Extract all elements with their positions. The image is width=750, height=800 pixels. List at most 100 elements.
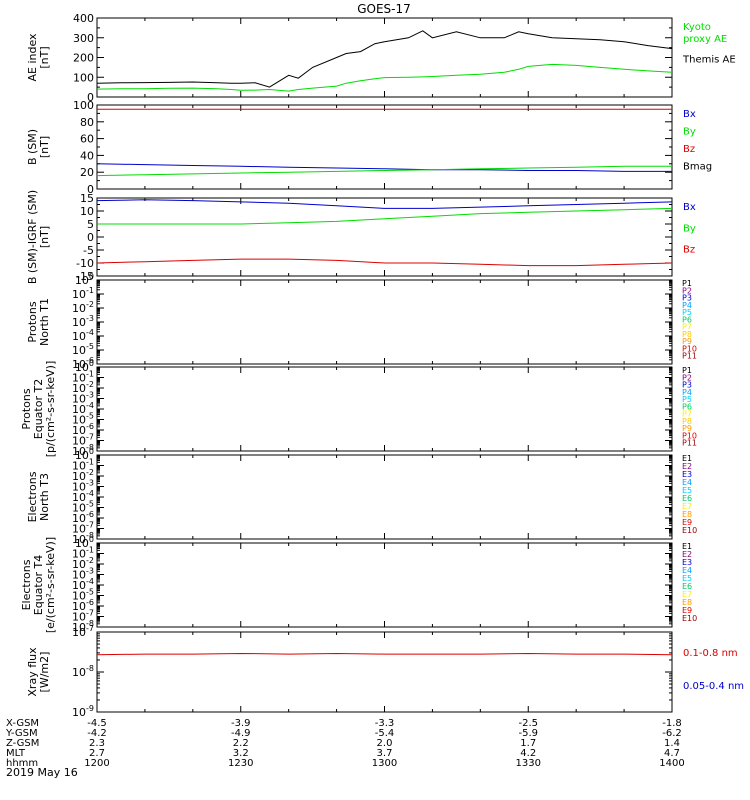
y-axis-label-line: B (SM) [26,129,39,165]
legend-entry: P4 [682,301,692,310]
legend-entry: E6 [682,494,692,503]
ephemeris-value: -1.8 [662,718,682,729]
legend-entry: E4 [682,566,692,575]
legend-entry: E1 [682,542,692,551]
ephemeris-label: Y-GSM [5,728,38,739]
legend-entry: P10 [682,431,697,440]
legend-entry: E7 [682,590,692,599]
legend-entry: Kyoto [683,22,711,33]
legend-entry: E10 [682,526,697,535]
ephemeris-value: -3.9 [231,718,251,729]
legend-entry: P7 [682,323,692,332]
legend-entry: Bz [683,245,695,256]
y-axis-label: Protons North T1 [26,298,51,346]
panel-electrons_t4: 10010-110-210-310-410-510-610-710-8Elect… [20,535,697,634]
legend-entry: P11 [682,439,697,448]
y-axis-label: B (SM)-IGRF (SM) [nT] [26,190,51,284]
y-tick-label: 10-2 [72,300,94,315]
ephemeris-value: 3.7 [377,748,393,759]
legend-entry: P4 [682,388,692,397]
y-axis-label-line: Protons [26,301,39,342]
y-axis-label-line: Protons [20,388,33,429]
legend-entry: Themis AE [682,55,736,66]
legend-entry: Bx [683,109,696,120]
ephemeris-value: 1.4 [664,738,680,749]
series-line-bz [96,258,673,267]
y-tick-label: 100 [73,99,94,112]
y-tick-label: 5 [87,218,94,231]
ephemeris-value: 2.7 [89,748,105,759]
y-tick-label: 400 [73,12,94,25]
panel-frame [96,542,673,628]
ephemeris-value: -3.3 [375,718,395,729]
legend-entry: proxy AE [683,34,727,45]
legend-entry: E2 [682,462,692,471]
series-line-bx [96,199,673,209]
legend-entry: Bmag [683,162,712,173]
legend-entry: Bx [683,202,696,213]
series-line-by [96,165,672,177]
y-tick-label: 10 [80,205,94,218]
y-axis-label-line: Xray flux [26,647,39,697]
y-tick-label: 80 [80,116,94,129]
ephemeris-label: Z-GSM [6,738,39,749]
series-line-themis-ae [96,30,673,88]
legend-entry: 0.1-0.8 nm [683,648,738,659]
legend-entry: E2 [682,550,692,559]
y-tick-label: 0 [87,91,94,104]
y-axis-label: B (SM) [nT] [26,129,51,165]
y-tick-label: 0 [87,231,94,244]
ephemeris-value: 2.3 [89,738,105,749]
y-tick-label: 10-4 [72,328,94,343]
panel-frame [96,197,673,277]
legend-entry: P5 [682,308,692,317]
y-axis-label-line: [e/(cm²-s-sr-keV)] [44,537,57,633]
series-line-bx [96,163,672,172]
ephemeris-value: -5.9 [518,728,538,739]
legend-entry: E5 [682,574,692,583]
y-tick-label: 0 [87,183,94,196]
time-tick-label: 1400 [659,758,684,769]
panel-xray: 10-7 10-8 10-9 Xray flux [W/m2] 0.1-0.8 nm 0.0… [26,624,744,719]
panel-protons_t2: 10010-110-210-310-410-510-610-710-8Proto… [20,359,697,458]
panel-frame [96,366,673,452]
y-tick-label: 200 [73,52,94,65]
y-axis-label: Xray flux [W/m2] [26,647,51,697]
y-tick-label: 10-9 [72,704,94,719]
legend-entry: P9 [682,337,692,346]
legend-entry: E3 [682,558,692,567]
legend-entry: By [683,127,696,138]
ephemeris-value: -4.9 [231,728,251,739]
y-tick-label: -5 [83,244,94,257]
series-line-by [97,207,673,225]
panel-frame [96,104,673,190]
legend-entry: E5 [682,486,692,495]
panel-frame [96,454,673,540]
ephemeris-value: -4.2 [87,728,107,739]
y-axis-label-line: Electrons [20,559,33,610]
legend-entry: E3 [682,470,692,479]
y-tick-label: 10-7 [72,624,94,639]
legend-entry: P11 [682,352,697,361]
legend-entry: By [683,223,696,234]
y-tick-label: -10 [76,257,94,270]
legend-entry: E8 [682,510,692,519]
legend-entry: P7 [682,410,692,419]
legend-entry: P10 [682,344,697,353]
y-axis-label: Electrons North T3 [26,471,51,522]
y-axis-label-line: Electrons [26,471,39,522]
ephemeris-value: -2.5 [518,718,538,729]
legend-entry: P3 [682,381,692,390]
legend-entry: P6 [682,402,692,411]
time-tick-label: 1230 [228,758,253,769]
y-axis-label-line: [W/m2] [38,652,51,693]
ephemeris-value: 1.7 [520,738,536,749]
y-axis-label-line: [p/(cm²-s-sr-keV)] [44,361,57,458]
y-axis-label-line: [nT] [38,46,51,68]
legend-entry: Bz [683,144,695,155]
legend-entry: P3 [682,294,692,303]
legend-entry: P8 [682,330,692,339]
